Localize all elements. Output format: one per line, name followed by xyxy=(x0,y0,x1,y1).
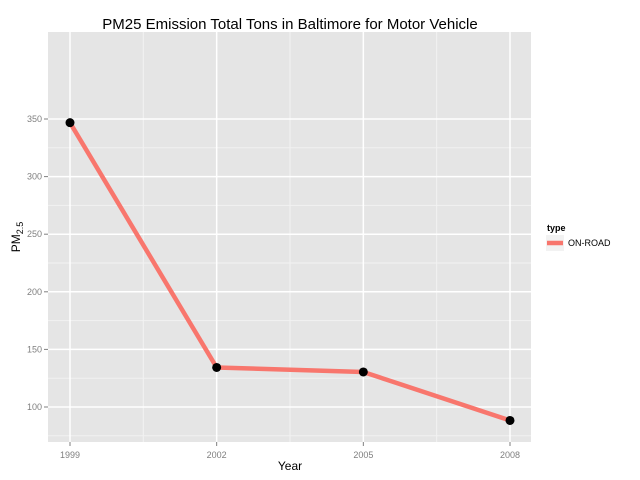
legend-title: type xyxy=(547,223,566,233)
y-tick-label: 250 xyxy=(27,229,42,239)
series-points xyxy=(65,118,515,425)
series-line-on-road xyxy=(68,121,511,423)
x-tick-label: 1999 xyxy=(60,450,80,460)
x-tick-label: 2008 xyxy=(500,450,520,460)
major-gridlines xyxy=(48,32,531,442)
y-tick-label: 300 xyxy=(27,172,42,182)
data-point xyxy=(505,415,515,425)
y-axis: 100 150 200 250 300 350 xyxy=(27,114,48,412)
y-tick-label: 200 xyxy=(27,287,42,297)
y-tick-label: 100 xyxy=(27,402,42,412)
data-point xyxy=(65,118,75,128)
minor-gridlines xyxy=(48,32,531,442)
series-lines xyxy=(68,121,511,423)
legend-items: ON-ROAD xyxy=(546,235,611,251)
legend-label: ON-ROAD xyxy=(568,238,611,248)
legend: type ON-ROAD xyxy=(546,223,611,251)
y-axis-title: PM2.5 xyxy=(9,222,25,253)
x-axis: 1999 2002 2005 2008 xyxy=(60,442,520,460)
x-axis-title: Year xyxy=(278,459,302,473)
y-tick-label: 150 xyxy=(27,344,42,354)
x-tick-label: 2002 xyxy=(207,450,227,460)
data-point xyxy=(358,367,368,377)
y-axis-title-main: PM xyxy=(9,234,23,252)
y-tick-label: 350 xyxy=(27,114,42,124)
y-axis-title-subscript: 2.5 xyxy=(15,222,25,235)
x-tick-label: 2005 xyxy=(353,450,373,460)
data-point xyxy=(212,362,222,372)
chart-title: PM25 Emission Total Tons in Baltimore fo… xyxy=(102,16,477,33)
